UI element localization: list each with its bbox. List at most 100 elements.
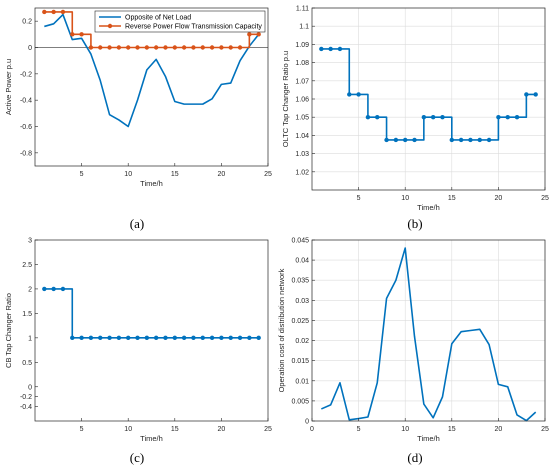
data-point	[88, 335, 94, 341]
y-tick-label: 0.03	[295, 298, 309, 305]
data-point	[191, 45, 196, 50]
y-tick-label: 0	[28, 384, 32, 391]
x-tick-label: 5	[80, 426, 84, 433]
x-axis-label: Time/h	[417, 434, 440, 443]
data-point	[79, 32, 84, 37]
data-point	[135, 335, 140, 341]
data-point	[116, 335, 122, 341]
data-point	[247, 335, 252, 341]
y-tick-label: 1.11	[296, 6, 309, 13]
plot-area	[35, 240, 268, 421]
x-tick-label: 25	[541, 426, 549, 433]
y-tick-label: 1.05	[295, 115, 309, 122]
data-point	[421, 115, 427, 120]
y-tick-label: 0.045	[291, 238, 309, 245]
data-point	[430, 115, 436, 120]
y-axis-label: OLTC Tap Changer Ratio p.u	[281, 51, 290, 147]
data-point	[328, 46, 333, 52]
y-tick-label: 0.04	[295, 258, 309, 265]
x-tick-label: 15	[448, 195, 456, 202]
y-tick-label: 2.5	[22, 262, 32, 269]
data-point	[200, 45, 205, 50]
data-point	[172, 45, 177, 50]
legend-box	[94, 10, 266, 33]
data-point	[79, 335, 84, 341]
legend-label: Reverse Power Flow Transmission Capacity	[125, 24, 262, 31]
y-tick-label: 0.035	[291, 278, 309, 285]
y-tick-label: -0.8	[20, 150, 32, 157]
chart-panel-c: 5 10 15 20 25 -0.4 -0.2 0 0.5 1 1.5 2 2.5 3 Time/h CB T…	[4, 238, 272, 466]
x-tick-label: 0	[310, 426, 314, 433]
data-point	[135, 45, 140, 50]
data-point	[403, 137, 408, 143]
x-tick-label: 5	[357, 426, 361, 433]
data-point	[42, 9, 47, 15]
y-tick-label: -0.2	[20, 394, 32, 401]
data-point	[181, 45, 187, 50]
data-point	[88, 45, 94, 50]
data-point	[107, 45, 112, 50]
x-tick-label: 25	[264, 171, 272, 178]
data-point	[496, 115, 501, 120]
y-tick-label: 0.025	[291, 318, 309, 325]
data-point	[356, 92, 361, 97]
y-tick-label: 0.005	[291, 398, 309, 405]
x-tick-label: 25	[541, 195, 549, 202]
data-point	[505, 115, 510, 120]
data-point	[60, 9, 66, 15]
x-axis-label: Time/h	[140, 179, 163, 188]
data-point	[256, 335, 261, 341]
legend: Opposite of Net Load Reverse Power Flow T…	[94, 10, 266, 33]
axes-box	[34, 7, 269, 167]
y-axis-label: CB Tap Changer Ratio	[4, 293, 13, 368]
x-tick-label: 20	[495, 195, 503, 202]
panel-caption: (b)	[407, 216, 422, 231]
data-point	[200, 335, 205, 341]
data-point	[319, 46, 324, 52]
chart-panel-a: 5 10 15 20 25 -0.8 -0.6 -0.4 -0.2 0 0.2 Time/h Activ…	[4, 7, 272, 231]
panel-caption: (d)	[407, 450, 422, 465]
x-tick-label: 10	[401, 195, 409, 202]
data-point	[163, 335, 168, 341]
data-point	[458, 137, 464, 143]
data-point	[163, 45, 168, 50]
data-point	[153, 335, 159, 341]
axes-box	[311, 239, 546, 422]
y-tick-label: 0.015	[291, 358, 309, 365]
x-tick-label: 10	[124, 171, 132, 178]
data-point	[256, 32, 261, 37]
y-tick-label: 1.07	[295, 78, 309, 85]
y-tick-label: 1.09	[295, 42, 309, 49]
x-axis-label: Time/h	[140, 434, 163, 443]
data-point	[347, 92, 352, 97]
data-point	[449, 137, 454, 143]
x-tick-label: 15	[448, 426, 456, 433]
y-tick-label: 0	[28, 45, 32, 52]
y-tick-label: 1.5	[22, 311, 32, 318]
axes-box	[34, 239, 269, 422]
data-point	[70, 335, 75, 341]
x-tick-label: 10	[401, 426, 409, 433]
y-tick-label: 0.01	[295, 378, 309, 385]
x-tick-label: 5	[80, 171, 84, 178]
data-point	[384, 137, 389, 143]
x-tick-label: 5	[357, 195, 361, 202]
data-point	[51, 9, 56, 15]
data-point	[51, 286, 56, 292]
data-point	[228, 45, 233, 50]
data-point	[514, 115, 520, 120]
chart-panel-d: 0 5 10 15 20 25 0 0.005 0.01 0.015 0.02 0.025 0.03 0.…	[277, 238, 549, 466]
data-point	[126, 45, 131, 50]
series-line-1	[321, 247, 537, 422]
y-tick-label: 1.04	[295, 133, 309, 140]
data-point	[365, 115, 371, 120]
x-tick-label: 15	[171, 426, 179, 433]
x-tick-label: 20	[218, 171, 226, 178]
data-point	[70, 32, 75, 37]
panel-caption: (c)	[130, 450, 144, 465]
y-axis-label: Active Power p.u	[4, 59, 13, 115]
data-point	[181, 335, 187, 341]
data-point	[440, 115, 445, 120]
data-point	[412, 137, 417, 143]
